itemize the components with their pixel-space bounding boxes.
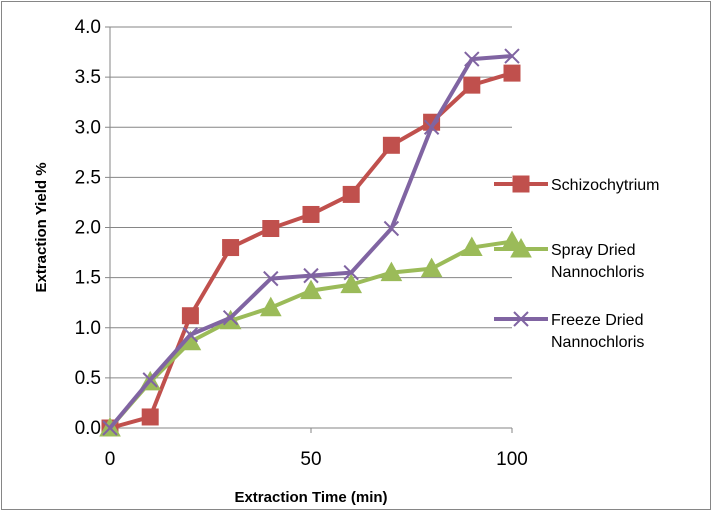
legend-entry-0: Schizochytrium [494,175,659,194]
y-tick-label: 3.0 [75,117,101,138]
y-tick-label: 3.5 [75,67,101,88]
data-point [263,270,279,287]
series-line [108,54,513,430]
data-point [382,136,400,154]
y-tick-label: 1.5 [75,268,101,289]
y-tick-labels: 0.0 0.5 1.0 1.5 2.0 2.5 3.0 3.5 4.0 [75,17,101,439]
legend-entry-2: Freeze Dried Nannochloris [494,311,644,351]
data-point [302,205,320,223]
data-point [383,220,400,237]
x-tick-labels: 0 50 100 [105,449,528,470]
data-point [222,239,240,257]
legend-marker [510,237,532,258]
data-point [340,273,363,294]
data-point [141,408,159,426]
y-axis-title: Extraction Yield % [33,162,50,292]
series-2 [102,48,520,436]
legend-label: Freeze Dried Nannochloris [551,312,644,351]
legend: Schizochytrium Spray Dried Nannochloris Fre… [494,175,659,351]
x-tick-label: 0 [105,449,116,470]
data-point [300,279,322,300]
gridlines [110,26,512,379]
data-point [343,264,359,281]
data-point [420,257,443,278]
data-point [463,76,481,94]
data-point [460,236,483,257]
series-0 [101,64,521,437]
y-tick-label: 4.0 [75,17,101,38]
y-tick-label: 0.5 [75,368,101,389]
data-point [182,327,199,343]
legend-label: Spray Dried Nannochloris [551,242,644,281]
legend-label: Schizochytrium [551,177,659,194]
legend-entry-1: Spray Dried Nannochloris [494,237,644,281]
data-point [423,119,440,135]
series-1 [99,230,523,437]
series-line [109,71,513,430]
data-point [303,267,319,284]
legend-marker [513,311,529,327]
data-point [222,310,239,326]
x-tick-label: 50 [300,449,321,470]
data-point [262,220,280,238]
data-point [342,185,360,203]
data-point [380,261,403,282]
y-tick-label: 2.0 [75,218,101,239]
data-point [464,51,480,67]
x-tick-label: 100 [496,449,528,470]
data-point [503,64,521,82]
series-group [99,48,523,437]
data-point [181,307,199,325]
data-point [142,372,158,388]
series-line [108,239,513,430]
y-tick-label: 1.0 [75,318,101,339]
y-tick-label: 2.5 [75,167,101,188]
x-axis-title: Extraction Time (min) [234,489,387,506]
data-point [259,296,282,317]
data-point [504,48,520,64]
data-point [102,420,118,436]
y-tick-label: 0.0 [75,418,101,439]
legend-marker [512,175,530,193]
axes [105,26,513,433]
